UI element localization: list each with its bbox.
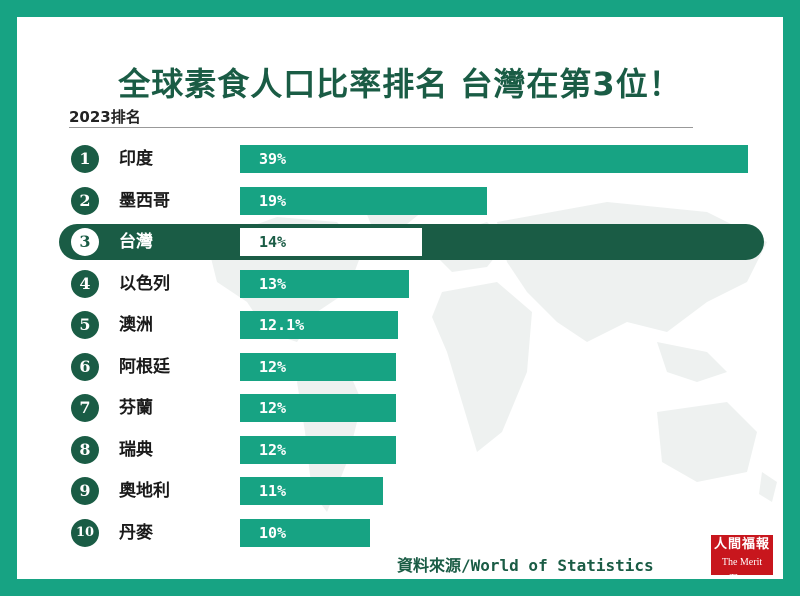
category-label: 台灣 xyxy=(119,232,153,252)
rank-badge: 5 xyxy=(71,311,99,339)
source-note: 資料來源/World of Statistics xyxy=(397,556,654,575)
chart-row: 5 澳洲 12.1% xyxy=(17,307,783,343)
category-label: 阿根廷 xyxy=(119,356,170,377)
chart-title: 全球素食人口比率排名 台灣在第3位！ xyxy=(118,65,682,103)
chart-row: 2 墨西哥 19% xyxy=(17,183,783,219)
chart-card: 全球素食人口比率排名 台灣在第3位！ 2023排名 1 印度 39% 2 墨西哥 19% 3… xyxy=(17,17,783,579)
category-label: 芬蘭 xyxy=(119,398,153,418)
value-label: 12.1% xyxy=(259,316,305,334)
bar xyxy=(240,518,371,547)
category-label: 墨西哥 xyxy=(119,190,170,211)
chart-row: 3 台灣 14% xyxy=(17,224,783,260)
bar xyxy=(240,477,384,505)
chart-subtitle: 2023排名 xyxy=(69,108,141,126)
category-label: 奧地利 xyxy=(119,481,170,501)
value-label: 39% xyxy=(259,150,287,168)
value-label: 13% xyxy=(259,274,287,293)
rank-badge: 9 xyxy=(71,477,99,505)
chart-row: 4 以色列 13% xyxy=(17,266,783,302)
chart-row: 6 阿根廷 12% xyxy=(17,349,783,385)
value-label: 10% xyxy=(259,523,287,542)
value-label: 11% xyxy=(259,482,287,500)
rank-badge: 8 xyxy=(71,435,99,464)
category-label: 以色列 xyxy=(119,273,170,294)
chart-row: 7 芬蘭 12% xyxy=(17,390,783,426)
subtitle-divider xyxy=(69,127,693,128)
bar xyxy=(240,352,397,381)
rank-badge: 2 xyxy=(71,186,99,215)
value-label: 19% xyxy=(259,191,287,210)
bar xyxy=(240,228,423,256)
rank-badge: 7 xyxy=(71,394,99,422)
bar xyxy=(240,435,397,464)
rank-badge: 3 xyxy=(71,228,99,256)
value-label: 12% xyxy=(259,440,287,459)
value-label: 12% xyxy=(259,399,287,417)
bar xyxy=(240,269,410,298)
category-label: 澳洲 xyxy=(119,315,153,335)
value-label: 14% xyxy=(259,233,287,251)
chart-row: 1 印度 39% xyxy=(17,141,783,177)
category-label: 印度 xyxy=(119,149,153,169)
publisher-logo-chinese: 人間福報 xyxy=(713,537,770,552)
publisher-logo: 人間福報 The Merit Times xyxy=(711,535,773,579)
bar xyxy=(240,186,488,215)
chart-row: 8 瑞典 12% xyxy=(17,432,783,468)
rank-badge: 10 xyxy=(71,518,99,547)
rank-badge: 6 xyxy=(71,352,99,381)
publisher-logo-english: The Merit Times xyxy=(721,557,763,579)
bar xyxy=(240,394,397,422)
value-label: 12% xyxy=(259,357,287,376)
bar xyxy=(240,311,398,339)
category-label: 瑞典 xyxy=(119,439,153,460)
rank-badge: 1 xyxy=(71,145,99,173)
chart-row: 9 奧地利 11% xyxy=(17,473,783,509)
category-label: 丹麥 xyxy=(119,522,153,543)
bar xyxy=(240,145,748,173)
rank-badge: 4 xyxy=(71,269,99,298)
chart-row: 10 丹麥 10% xyxy=(17,515,783,551)
